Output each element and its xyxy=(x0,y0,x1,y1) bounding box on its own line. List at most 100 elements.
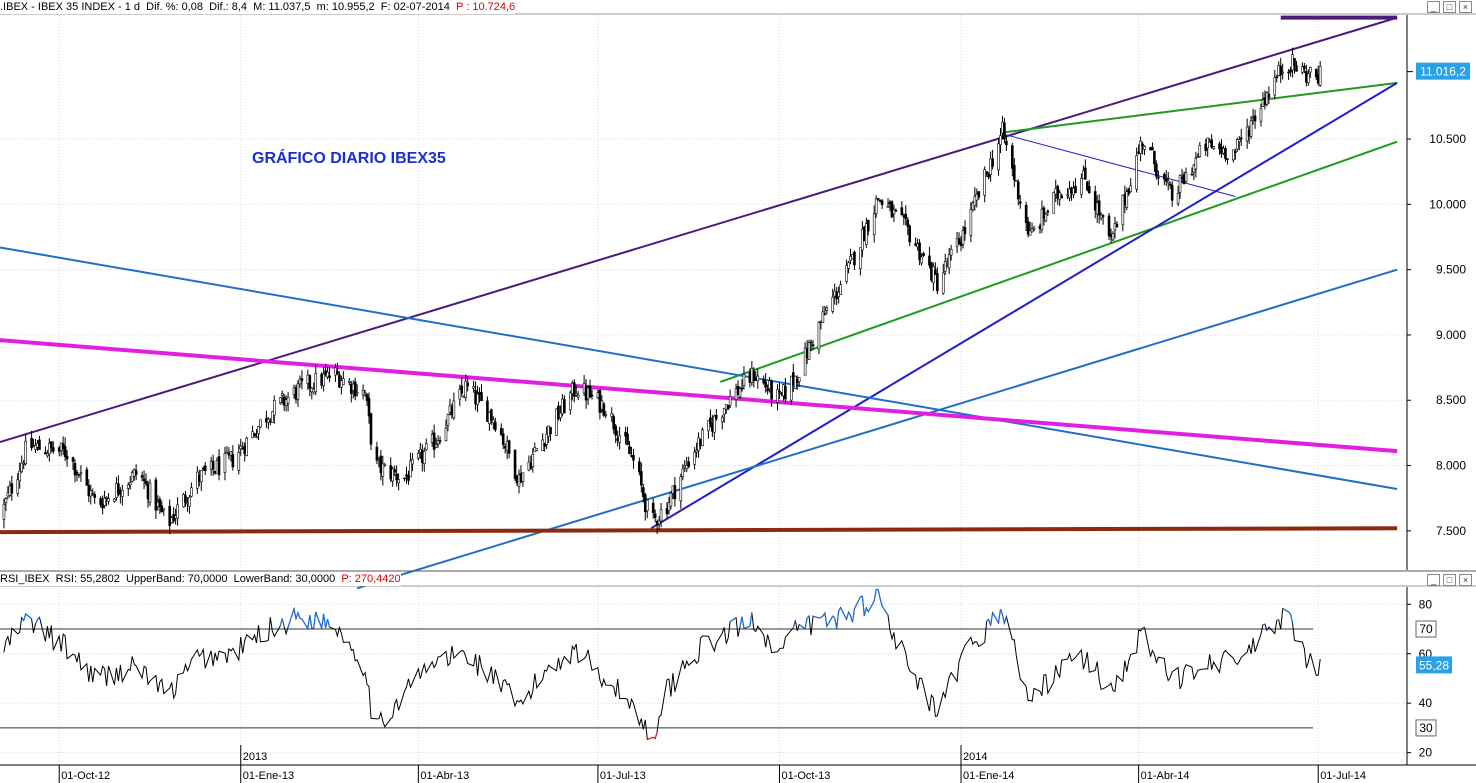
candle-body xyxy=(722,408,726,415)
rsi-overbought-segment xyxy=(1262,623,1266,626)
candle-body xyxy=(908,225,912,243)
restore-icon[interactable]: □ xyxy=(1443,1,1456,13)
candle-body xyxy=(934,269,937,275)
candle-body xyxy=(784,385,787,400)
candle-body xyxy=(397,479,400,484)
candle-body xyxy=(1042,207,1046,219)
candle-body xyxy=(928,255,931,266)
price-header: .IBEX - IBEX 35 INDEX - 1 d Dif. %: 0,08… xyxy=(0,0,516,14)
candle-body xyxy=(809,341,813,344)
close-icon[interactable]: × xyxy=(1459,1,1472,13)
candle-body xyxy=(653,513,657,518)
rsi-overbought-segment xyxy=(281,618,285,627)
candle-body xyxy=(1164,178,1168,182)
candle-body xyxy=(957,238,961,245)
rsi-overbought-segment xyxy=(739,616,743,628)
x-tick-label: 01-Jul-13 xyxy=(600,770,646,782)
candle-body xyxy=(738,388,742,398)
rsi-overbought-segment xyxy=(321,613,325,629)
rsi-overbought-segment xyxy=(743,625,751,629)
x-tick-label: 01-Ene-13 xyxy=(243,770,294,782)
candle-body xyxy=(1237,139,1241,142)
rsi-name-text: RSI_IBEX xyxy=(0,573,50,585)
y-tick-label: 10.500 xyxy=(1429,132,1466,146)
candle-body xyxy=(476,393,479,405)
candle-body xyxy=(610,412,614,417)
rsi-last-box xyxy=(1416,656,1452,674)
y-tick-label: 9.500 xyxy=(1436,263,1466,277)
candle-body xyxy=(1279,65,1283,76)
rsi-oversold-segment xyxy=(647,736,654,740)
candle-body xyxy=(1115,223,1119,228)
candle-body xyxy=(432,432,436,450)
candle-body xyxy=(847,262,850,269)
price-window-buttons: _ □ × xyxy=(1424,1,1472,13)
candle-body xyxy=(985,171,988,175)
year-label: 2014 xyxy=(963,751,987,763)
close-icon[interactable]: × xyxy=(1459,574,1472,586)
candle-body xyxy=(117,483,120,494)
rsi-overbought-segment xyxy=(867,600,875,613)
candle-body xyxy=(342,378,345,385)
candle-body xyxy=(983,169,987,196)
candle-body xyxy=(1239,137,1243,140)
candle-body xyxy=(381,463,385,477)
restore-icon[interactable]: □ xyxy=(1443,574,1456,586)
minimize-icon[interactable]: _ xyxy=(1427,574,1440,586)
candle-body xyxy=(572,382,576,397)
candle-body xyxy=(1005,140,1008,146)
rsi-overbought-segment xyxy=(37,616,40,620)
candle-body xyxy=(48,442,51,455)
candle-body xyxy=(687,461,690,467)
rsi-overbought-segment xyxy=(293,608,297,619)
candle-body xyxy=(229,451,233,456)
candle-body xyxy=(103,497,106,506)
candle-body xyxy=(188,497,191,507)
candle-body xyxy=(803,347,807,376)
rsi-overbought-segment xyxy=(307,615,311,629)
candle-body xyxy=(99,498,102,505)
rsi-overbought-segment xyxy=(1289,614,1294,623)
x-tick-label: 01-Oct-13 xyxy=(781,770,830,782)
candle-body xyxy=(872,213,876,235)
candle-body xyxy=(286,396,290,404)
candle-body xyxy=(255,436,258,439)
candle-body xyxy=(866,219,870,232)
candle-body xyxy=(1024,204,1028,223)
candle-body xyxy=(271,411,274,423)
candle-body xyxy=(726,405,730,410)
candle-body xyxy=(588,385,592,398)
candle-body xyxy=(1301,66,1304,73)
candle-body xyxy=(190,487,193,497)
candle-body xyxy=(417,453,420,459)
minimize-icon[interactable]: _ xyxy=(1427,1,1440,13)
rsi-tick-label: 40 xyxy=(1419,696,1433,710)
symbol-text: .IBEX - IBEX 35 INDEX - xyxy=(0,1,125,13)
candle-body xyxy=(217,456,221,476)
rsi-overbought-segment xyxy=(992,612,1000,624)
rsi-overbought-segment xyxy=(851,608,856,623)
candle-body xyxy=(91,493,95,495)
candle-body xyxy=(2,503,6,520)
candle-body xyxy=(1273,77,1277,96)
candle-body xyxy=(144,481,148,484)
candle-body xyxy=(30,437,33,449)
y-tick-label: 9.000 xyxy=(1436,328,1466,342)
rsi-overbought-segment xyxy=(313,611,317,629)
rsi-overbought-segment xyxy=(832,615,836,619)
candle-body xyxy=(375,446,379,461)
candle-body xyxy=(472,386,475,389)
rsi-overbought-segment xyxy=(729,617,737,623)
rsi-overbought-segment xyxy=(295,612,299,619)
last-price-box xyxy=(1416,62,1470,80)
candle-body xyxy=(237,452,241,471)
candle-body xyxy=(1265,92,1269,105)
candle-body xyxy=(1303,66,1306,69)
candle-body xyxy=(75,471,79,475)
candle-body xyxy=(1253,115,1257,122)
candle-body xyxy=(1141,143,1144,146)
candle-body xyxy=(638,461,641,473)
candle-body xyxy=(1249,120,1253,137)
candle-body xyxy=(618,435,621,443)
candle-body xyxy=(128,482,132,486)
